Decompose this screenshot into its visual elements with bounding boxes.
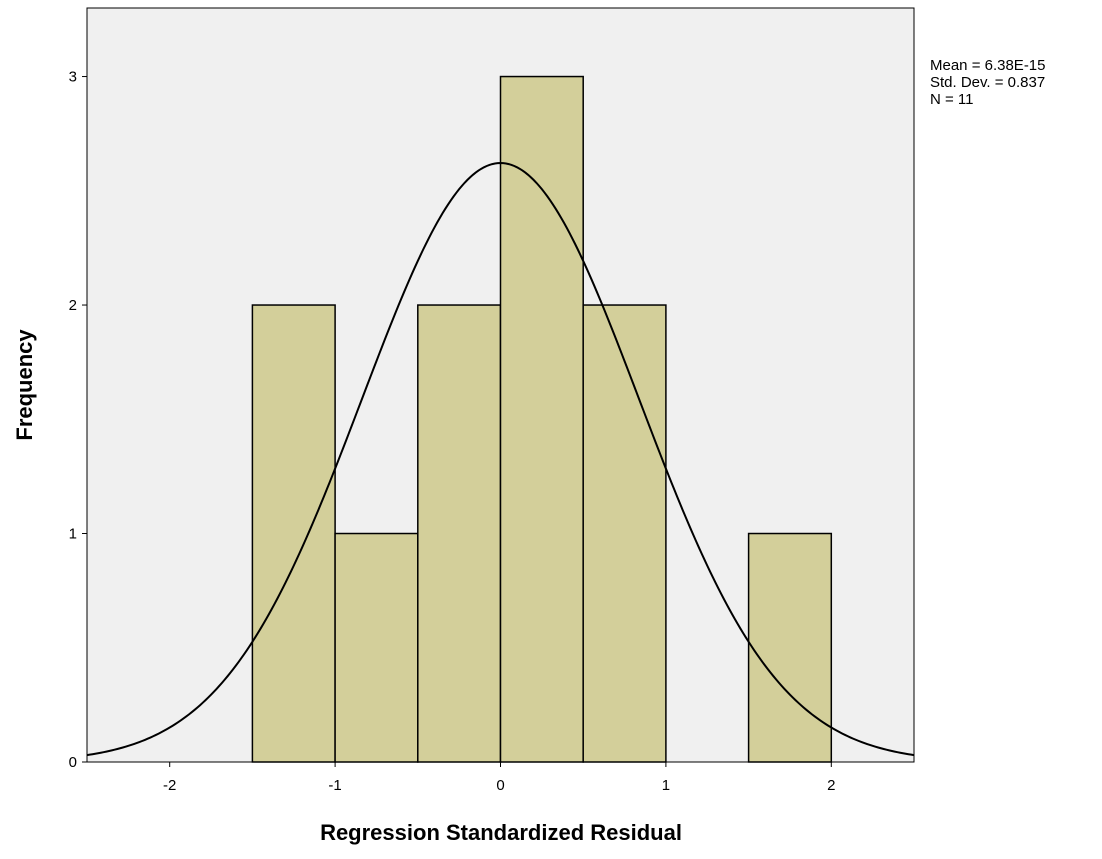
- bars-group: [251, 75, 833, 763]
- stats-mean: Mean = 6.38E-15: [930, 57, 1046, 74]
- y-axis: 0 1 2 3: [69, 69, 87, 771]
- y-tick-label: 1: [69, 526, 77, 543]
- histogram-bar: [499, 75, 584, 763]
- histogram-bar: [417, 304, 502, 763]
- normal-curve: [86, 162, 915, 757]
- y-tick-label: 2: [69, 297, 77, 314]
- x-axis-title: Regression Standardized Residual: [320, 820, 682, 845]
- x-tick-label: 2: [827, 777, 835, 794]
- x-tick-label: -1: [328, 777, 341, 794]
- y-tick-label: 0: [69, 754, 77, 771]
- histogram-bar: [251, 304, 336, 763]
- stats-box: Mean = 6.38E-15 Std. Dev. = 0.837 N = 11: [930, 57, 1046, 108]
- histogram-bar: [582, 304, 667, 763]
- y-tick-label: 3: [69, 69, 77, 86]
- x-tick-label: 0: [496, 777, 504, 794]
- x-tick-label: -2: [163, 777, 176, 794]
- stats-std-dev: Std. Dev. = 0.837: [930, 74, 1045, 91]
- stats-n: N = 11: [930, 91, 974, 108]
- y-axis-title: Frequency: [12, 329, 37, 441]
- histogram-bar: [334, 532, 419, 763]
- x-tick-label: 1: [662, 777, 670, 794]
- histogram-bar: [747, 532, 833, 763]
- x-axis: -2 -1 0 1 2: [163, 762, 835, 794]
